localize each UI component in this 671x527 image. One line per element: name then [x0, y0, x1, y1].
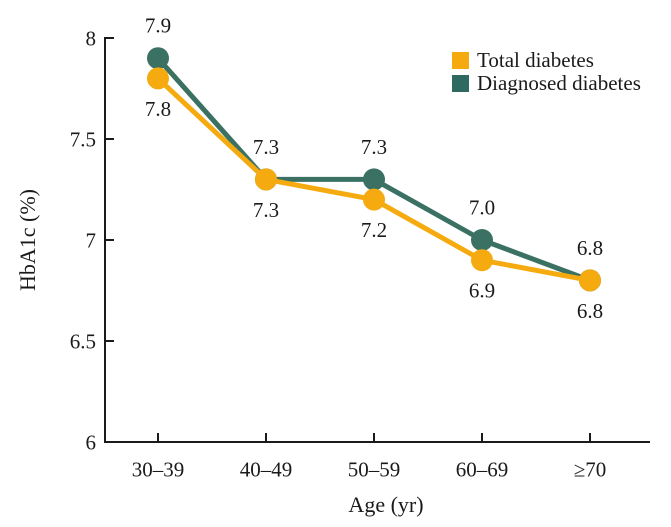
data-label-diagnosed-diabetes: 7.3 — [361, 135, 387, 159]
legend-item-total-diabetes: Total diabetes — [452, 49, 641, 72]
legend-label-diagnosed-diabetes: Diagnosed diabetes — [477, 71, 641, 95]
y-tick-label: 7.5 — [70, 127, 96, 151]
legend-swatch-total-diabetes-icon — [452, 52, 469, 69]
series-marker-diagnosed-diabetes — [471, 229, 493, 251]
x-tick-label: ≥70 — [574, 457, 607, 481]
x-tick-label: 50–59 — [348, 457, 401, 481]
data-label-total-diabetes: 7.8 — [145, 97, 171, 121]
legend: Total diabetes Diagnosed diabetes — [452, 49, 641, 95]
x-tick-label: 60–69 — [456, 457, 509, 481]
y-tick-label: 6.5 — [70, 329, 96, 353]
series-marker-diagnosed-diabetes — [363, 168, 385, 191]
legend-item-diagnosed-diabetes: Diagnosed diabetes — [452, 72, 641, 95]
data-label-total-diabetes: 6.8 — [577, 299, 603, 323]
series-marker-total-diabetes — [579, 269, 601, 292]
data-label-total-diabetes: 6.9 — [469, 279, 495, 303]
data-label-total-diabetes: 7.3 — [253, 198, 279, 222]
x-axis-title: Age (yr) — [348, 492, 424, 517]
y-tick-label: 6 — [86, 430, 97, 454]
y-tick-label: 8 — [86, 26, 97, 50]
data-label-diagnosed-diabetes: 7.0 — [469, 195, 495, 219]
legend-swatch-diagnosed-diabetes-icon — [452, 75, 469, 92]
series-marker-total-diabetes — [255, 168, 277, 191]
data-label-diagnosed-diabetes: 6.8 — [577, 236, 603, 260]
series-marker-total-diabetes — [363, 188, 385, 211]
y-axis-title: HbA1c (%) — [15, 188, 40, 292]
data-label-diagnosed-diabetes: 7.9 — [145, 14, 171, 38]
series-marker-diagnosed-diabetes — [147, 47, 169, 70]
x-tick-label: 30–39 — [132, 457, 185, 481]
series-marker-total-diabetes — [471, 249, 493, 272]
series-marker-total-diabetes — [147, 67, 169, 90]
data-label-total-diabetes: 7.2 — [361, 218, 387, 242]
y-tick-label: 7 — [86, 228, 97, 252]
legend-label-total-diabetes: Total diabetes — [477, 48, 594, 72]
x-tick-label: 40–49 — [240, 457, 293, 481]
data-label-diagnosed-diabetes: 7.3 — [253, 135, 279, 159]
